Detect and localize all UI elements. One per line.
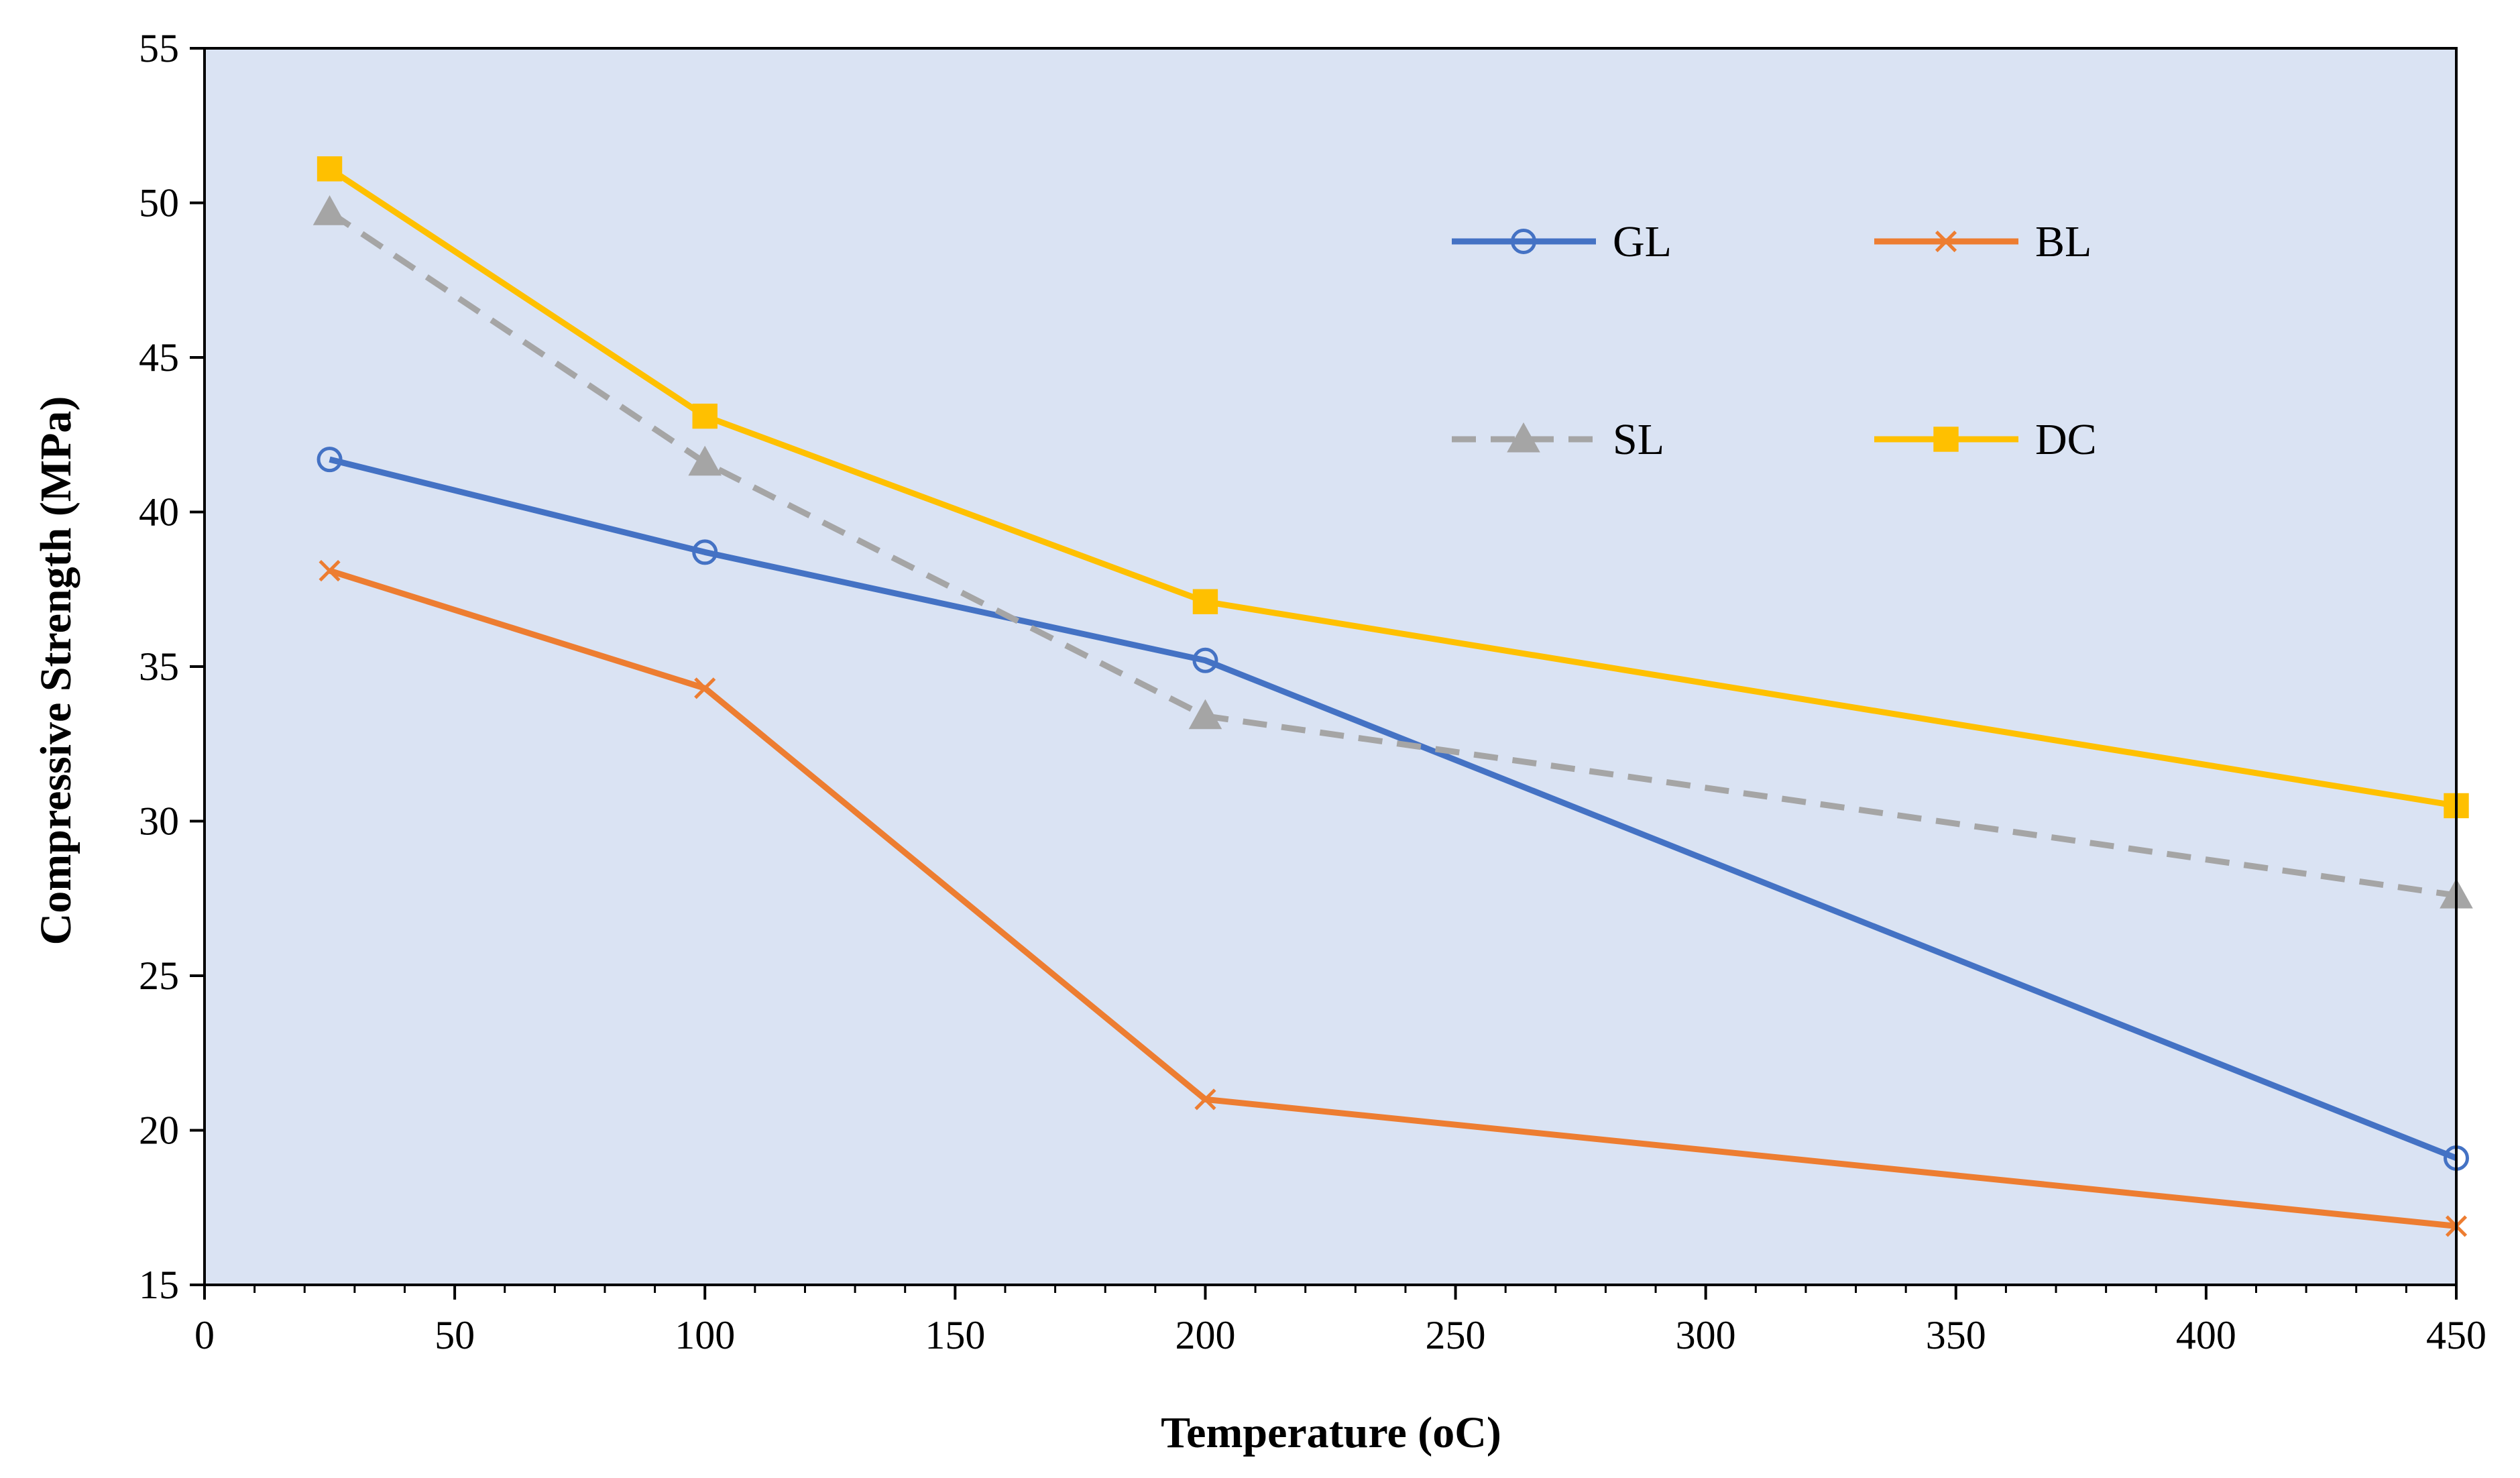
y-tick-label: 30 (139, 799, 179, 844)
x-axis-title: Temperature (oC) (1161, 1408, 1501, 1457)
legend-label-bl: BL (2035, 217, 2092, 266)
y-tick-label: 40 (139, 490, 179, 534)
y-axis-title: Compressive Strength (MPa) (32, 396, 80, 946)
legend-label-gl: GL (1613, 217, 1672, 266)
x-tick-label: 450 (2426, 1313, 2486, 1357)
legend: GL BL SL DC (1452, 217, 2097, 464)
data-point-sl (688, 445, 722, 476)
legend-item-gl: GL (1452, 217, 1672, 266)
data-point-bl (694, 677, 716, 699)
x-tick-label: 250 (1426, 1313, 1486, 1357)
legend-marker-gl (1511, 229, 1536, 254)
y-tick-label: 45 (139, 335, 179, 380)
data-point-gl (1192, 647, 1218, 673)
data-point-dc (317, 156, 343, 182)
data-point-sl (312, 195, 347, 225)
legend-label-dc: DC (2035, 415, 2097, 464)
legend-marker-dc (1933, 427, 1959, 452)
series-layer (312, 156, 2473, 1237)
legend-item-bl: BL (1874, 217, 2092, 266)
y-tick-label: 35 (139, 644, 179, 689)
y-tick-label: 50 (139, 181, 179, 225)
data-point-bl (1194, 1088, 1216, 1111)
axis-layer: 15 20 25 30 35 40 45 50 55 0 50 100 150 200 250 300 350 4… (139, 26, 2486, 1357)
marker-stroke (1935, 230, 1957, 253)
series-dc (317, 156, 2469, 819)
legend-marker-bl (1935, 230, 1957, 253)
legend-marker-sl (1507, 422, 1540, 453)
x-tick-label: 50 (435, 1313, 475, 1357)
x-tick-label: 0 (194, 1313, 215, 1357)
x-tick-label: 150 (925, 1313, 985, 1357)
y-tick-label: 25 (139, 954, 179, 998)
plot-area (205, 48, 2456, 1285)
x-tick-label: 350 (1926, 1313, 1986, 1357)
series-line-gl (329, 456, 2458, 1161)
marker-stroke (694, 677, 716, 699)
series-line-bl (329, 567, 2457, 1229)
y-tick-label: 15 (139, 1263, 179, 1307)
series-line-dc (328, 166, 2457, 809)
data-point-gl (692, 539, 718, 565)
y-tick-label: 55 (139, 26, 179, 70)
data-point-dc (1192, 589, 1218, 614)
y-tick-label: 20 (139, 1108, 179, 1153)
data-point-gl (317, 447, 343, 473)
legend-item-dc: DC (1874, 415, 2097, 464)
marker-stroke (1194, 1088, 1216, 1111)
legend-label-sl: SL (1613, 415, 1664, 464)
data-point-sl (1188, 699, 1222, 730)
legend-item-sl: SL (1452, 415, 1664, 464)
x-tick-label: 400 (2176, 1313, 2236, 1357)
marker-stroke (319, 560, 341, 582)
series-line-sl (328, 209, 2457, 899)
data-point-bl (319, 560, 341, 582)
data-point-dc (692, 403, 718, 429)
x-tick-label: 100 (675, 1313, 735, 1357)
x-tick-label: 300 (1676, 1313, 1736, 1357)
x-tick-label: 200 (1175, 1313, 1235, 1357)
